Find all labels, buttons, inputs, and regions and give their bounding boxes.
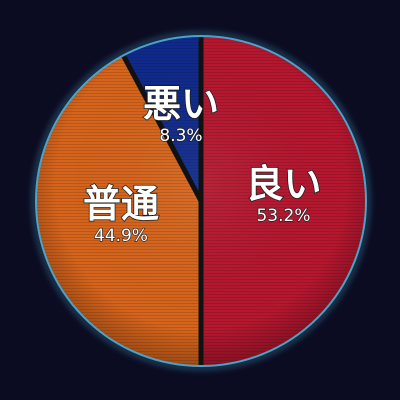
slice-label-1: 良い [245, 162, 321, 206]
pie-border [35, 35, 367, 367]
pie-glow [31, 31, 371, 371]
slice-value-label-2: 44.9% [94, 226, 148, 246]
slice-value-label-1: 53.2% [256, 206, 310, 226]
slice-value-label-3: 8.3% [159, 126, 202, 146]
slice-label-2: 普通 [83, 182, 159, 226]
slice-separator-3 [121, 54, 204, 203]
slice-label-3: 悪い [143, 82, 219, 126]
